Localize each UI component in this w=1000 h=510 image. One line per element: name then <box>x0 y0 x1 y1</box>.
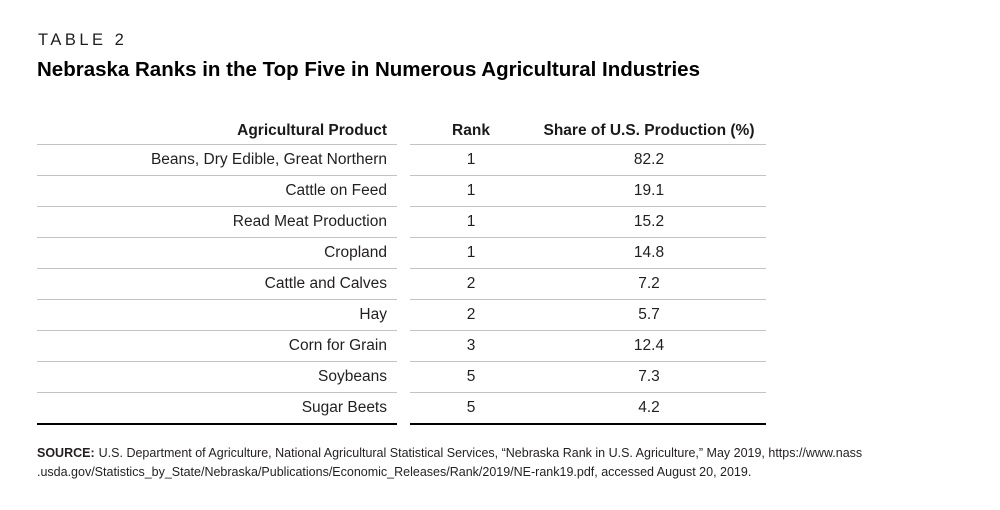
column-divider-gap <box>397 361 410 393</box>
share-cell: 14.8 <box>532 237 766 269</box>
rank-cell: 1 <box>410 144 532 176</box>
rank-cell: 1 <box>410 237 532 269</box>
product-cell: Hay <box>37 299 397 331</box>
source-label: SOURCE: <box>37 446 95 460</box>
product-cell: Cattle on Feed <box>37 175 397 207</box>
rank-cell: 5 <box>410 392 532 425</box>
column-divider-gap <box>397 330 410 362</box>
source-note: SOURCE: U.S. Department of Agriculture, N… <box>37 444 997 482</box>
table-row: Cropland 1 14.8 <box>37 237 766 269</box>
column-header-share: Share of U.S. Production (%) <box>532 117 766 145</box>
product-cell: Soybeans <box>37 361 397 393</box>
table-title: Nebraska Ranks in the Top Five in Numero… <box>37 58 700 81</box>
share-cell: 15.2 <box>532 206 766 238</box>
column-divider-gap <box>397 206 410 238</box>
product-cell: Read Meat Production <box>37 206 397 238</box>
rank-cell: 1 <box>410 206 532 238</box>
source-line-1: SOURCE: U.S. Department of Agriculture, N… <box>37 446 862 460</box>
column-divider-gap <box>397 268 410 300</box>
share-cell: 7.3 <box>532 361 766 393</box>
product-cell: Beans, Dry Edible, Great Northern <box>37 144 397 176</box>
source-line-2: .usda.gov/Statistics_by_State/Nebraska/P… <box>37 465 751 479</box>
product-cell: Cropland <box>37 237 397 269</box>
column-divider-gap <box>397 175 410 207</box>
rank-cell: 3 <box>410 330 532 362</box>
table-row: Beans, Dry Edible, Great Northern 1 82.2 <box>37 144 766 176</box>
agricultural-rankings-table: Agricultural Product Rank Share of U.S. … <box>37 117 766 425</box>
product-cell: Cattle and Calves <box>37 268 397 300</box>
table-header-row: Agricultural Product Rank Share of U.S. … <box>37 117 766 145</box>
column-header-product: Agricultural Product <box>37 117 397 145</box>
column-divider-gap <box>397 237 410 269</box>
column-divider-gap <box>397 392 410 425</box>
table-row: Read Meat Production 1 15.2 <box>37 206 766 238</box>
product-cell: Corn for Grain <box>37 330 397 362</box>
table-row: Corn for Grain 3 12.4 <box>37 330 766 362</box>
table-row: Soybeans 5 7.3 <box>37 361 766 393</box>
column-header-rank: Rank <box>410 117 532 145</box>
source-text-2: .usda.gov/Statistics_by_State/Nebraska/P… <box>37 465 752 479</box>
share-cell: 82.2 <box>532 144 766 176</box>
share-cell: 7.2 <box>532 268 766 300</box>
rank-cell: 2 <box>410 268 532 300</box>
rank-cell: 1 <box>410 175 532 207</box>
product-cell: Sugar Beets <box>37 392 397 425</box>
column-divider-gap <box>397 117 410 145</box>
table-row: Hay 2 5.7 <box>37 299 766 331</box>
column-divider-gap <box>397 144 410 176</box>
rank-cell: 2 <box>410 299 532 331</box>
column-divider-gap <box>397 299 410 331</box>
table-number-label: TABLE 2 <box>38 31 128 49</box>
rank-cell: 5 <box>410 361 532 393</box>
source-text-1: U.S. Department of Agriculture, National… <box>98 446 863 460</box>
table-row: Cattle on Feed 1 19.1 <box>37 175 766 207</box>
share-cell: 19.1 <box>532 175 766 207</box>
share-cell: 12.4 <box>532 330 766 362</box>
share-cell: 5.7 <box>532 299 766 331</box>
share-cell: 4.2 <box>532 392 766 425</box>
table-row: Sugar Beets 5 4.2 <box>37 392 766 425</box>
table-row: Cattle and Calves 2 7.2 <box>37 268 766 300</box>
